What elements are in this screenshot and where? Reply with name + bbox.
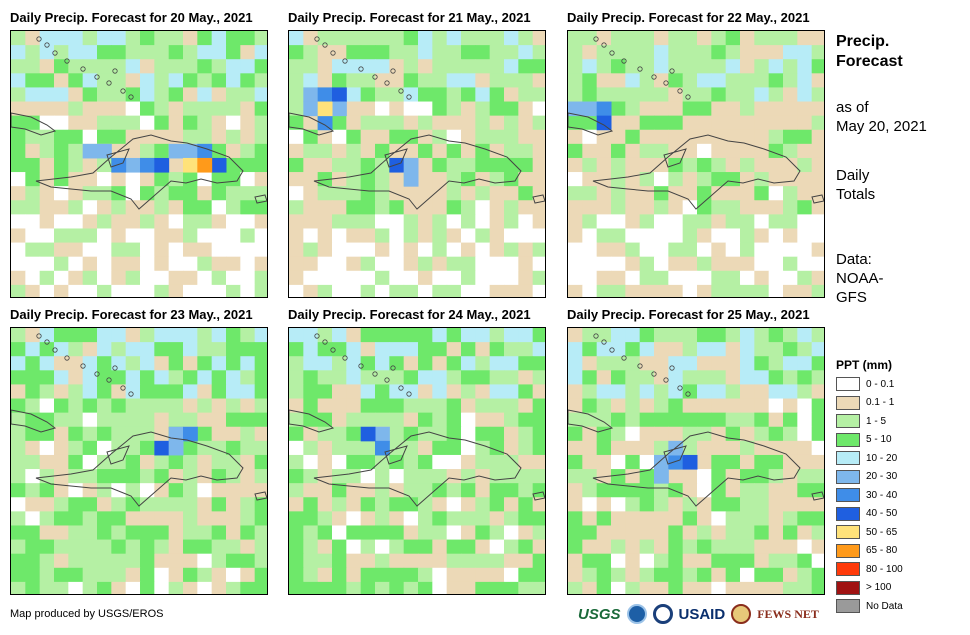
panel-title-2: Daily Precip. Forecast for 21 May., 2021 [288, 10, 531, 25]
panel-title-6: Daily Precip. Forecast for 25 May., 2021 [567, 307, 810, 322]
precip-grid-4 [11, 328, 267, 594]
legend-label: 30 - 40 [866, 489, 898, 501]
legend-swatch [836, 580, 860, 595]
panel-title-1: Daily Precip. Forecast for 20 May., 2021 [10, 10, 253, 25]
legend-item: 0.1 - 1 [836, 394, 903, 413]
legend-swatch [836, 451, 860, 466]
fews-net-logo: FEWS NET [757, 606, 819, 621]
data-source: Data: NOAA- GFS [836, 251, 884, 306]
noaa-seal-icon [626, 604, 647, 624]
forecast-map-4 [10, 327, 268, 595]
precip-grid-3 [568, 31, 824, 297]
legend-label: No Data [866, 600, 903, 612]
panel-title-3: Daily Precip. Forecast for 22 May., 2021 [567, 10, 810, 25]
legend-label: 1 - 5 [866, 415, 887, 427]
legend-swatch [836, 488, 860, 503]
legend-label: 0.1 - 1 [866, 397, 895, 409]
forecast-map-3 [567, 30, 825, 298]
legend-item: No Data [836, 597, 903, 616]
precip-grid-1 [11, 31, 267, 297]
precip-grid-2 [289, 31, 545, 297]
legend-label: 80 - 100 [866, 563, 903, 575]
forecast-map-5 [288, 327, 546, 595]
panel-title-5: Daily Precip. Forecast for 24 May., 2021 [288, 307, 531, 322]
precip-grid-5 [289, 328, 545, 594]
side-title: Precip. Forecast [836, 33, 903, 70]
legend-swatch [836, 414, 860, 429]
legend-swatch [836, 377, 860, 392]
legend-label: 40 - 50 [866, 508, 898, 520]
legend-label: 0 - 0.1 [866, 378, 895, 390]
forecast-map-6 [567, 327, 825, 595]
precip-grid-6 [568, 328, 824, 594]
legend-label: > 100 [866, 582, 892, 594]
legend-label: 10 - 20 [866, 452, 898, 464]
legend-swatch [836, 543, 860, 558]
legend-swatch [836, 395, 860, 410]
as-of-date: as of May 20, 2021 [836, 99, 927, 135]
legend-swatch [836, 599, 860, 614]
legend: PPT (mm) 0 - 0.1 0.1 - 1 1 - 5 5 - 10 10 - 2… [836, 358, 903, 616]
usgs-logo: USGS [578, 605, 621, 623]
legend-item: 65 - 80 [836, 542, 903, 561]
dos-seal-icon [652, 604, 673, 624]
legend-item: 1 - 5 [836, 412, 903, 431]
legend-swatch [836, 562, 860, 577]
legend-item: 50 - 65 [836, 523, 903, 542]
usaid-logo: USAID [678, 605, 726, 623]
legend-item: 10 - 20 [836, 449, 903, 468]
map-credit: Map produced by USGS/EROS [10, 608, 164, 620]
legend-swatch [836, 506, 860, 521]
legend-item: 20 - 30 [836, 468, 903, 487]
legend-swatch [836, 525, 860, 540]
fews-globe-icon [731, 604, 752, 624]
legend-item: > 100 [836, 579, 903, 598]
panel-title-4: Daily Precip. Forecast for 23 May., 2021 [10, 307, 253, 322]
legend-item: 80 - 100 [836, 560, 903, 579]
legend-label: 5 - 10 [866, 434, 892, 446]
legend-label: 65 - 80 [866, 545, 898, 557]
legend-item: 5 - 10 [836, 431, 903, 450]
daily-totals-note: Daily Totals [836, 167, 876, 203]
forecast-map-2 [288, 30, 546, 298]
legend-item: 40 - 50 [836, 505, 903, 524]
legend-title: PPT (mm) [836, 358, 893, 372]
forecast-map-1 [10, 30, 268, 298]
legend-item: 30 - 40 [836, 486, 903, 505]
legend-label: 20 - 30 [866, 471, 898, 483]
legend-swatch [836, 432, 860, 447]
legend-label: 50 - 65 [866, 526, 898, 538]
logo-strip: USGS USAID FEWS NET [578, 604, 819, 624]
legend-swatch [836, 469, 860, 484]
legend-item: 0 - 0.1 [836, 375, 903, 394]
